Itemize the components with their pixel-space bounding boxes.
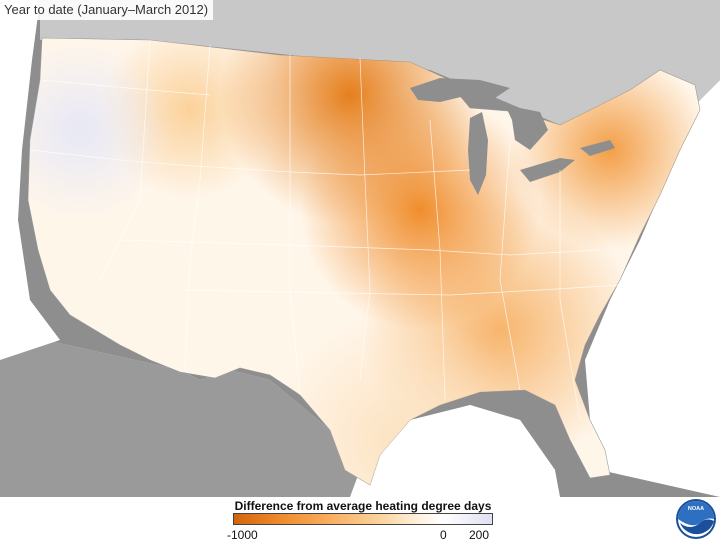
atlantic-ocean xyxy=(585,80,720,497)
mexico-land xyxy=(0,330,360,497)
pacific-ocean xyxy=(0,0,60,360)
noaa-logo-text: NOAA xyxy=(688,506,704,512)
legend-tick-min: -1000 xyxy=(227,528,258,542)
lake-huron xyxy=(505,105,548,150)
lake-superior xyxy=(410,78,510,102)
legend-title: Difference from average heating degree d… xyxy=(234,499,492,513)
lake-ontario xyxy=(580,140,615,156)
great-lakes xyxy=(410,78,615,195)
legend-color-bar xyxy=(233,513,493,525)
state-borders xyxy=(29,39,621,421)
legend-tick-zero: 0 xyxy=(440,528,447,542)
map-title: Year to date (January–March 2012) xyxy=(0,0,214,20)
noaa-logo: NOAA xyxy=(676,499,716,539)
anomaly-shading xyxy=(28,38,700,485)
lake-michigan xyxy=(468,112,488,195)
lake-erie xyxy=(520,158,575,182)
legend-tick-max: 200 xyxy=(469,528,490,542)
gulf-of-mexico xyxy=(360,405,555,497)
heating-degree-days-map xyxy=(0,0,720,497)
